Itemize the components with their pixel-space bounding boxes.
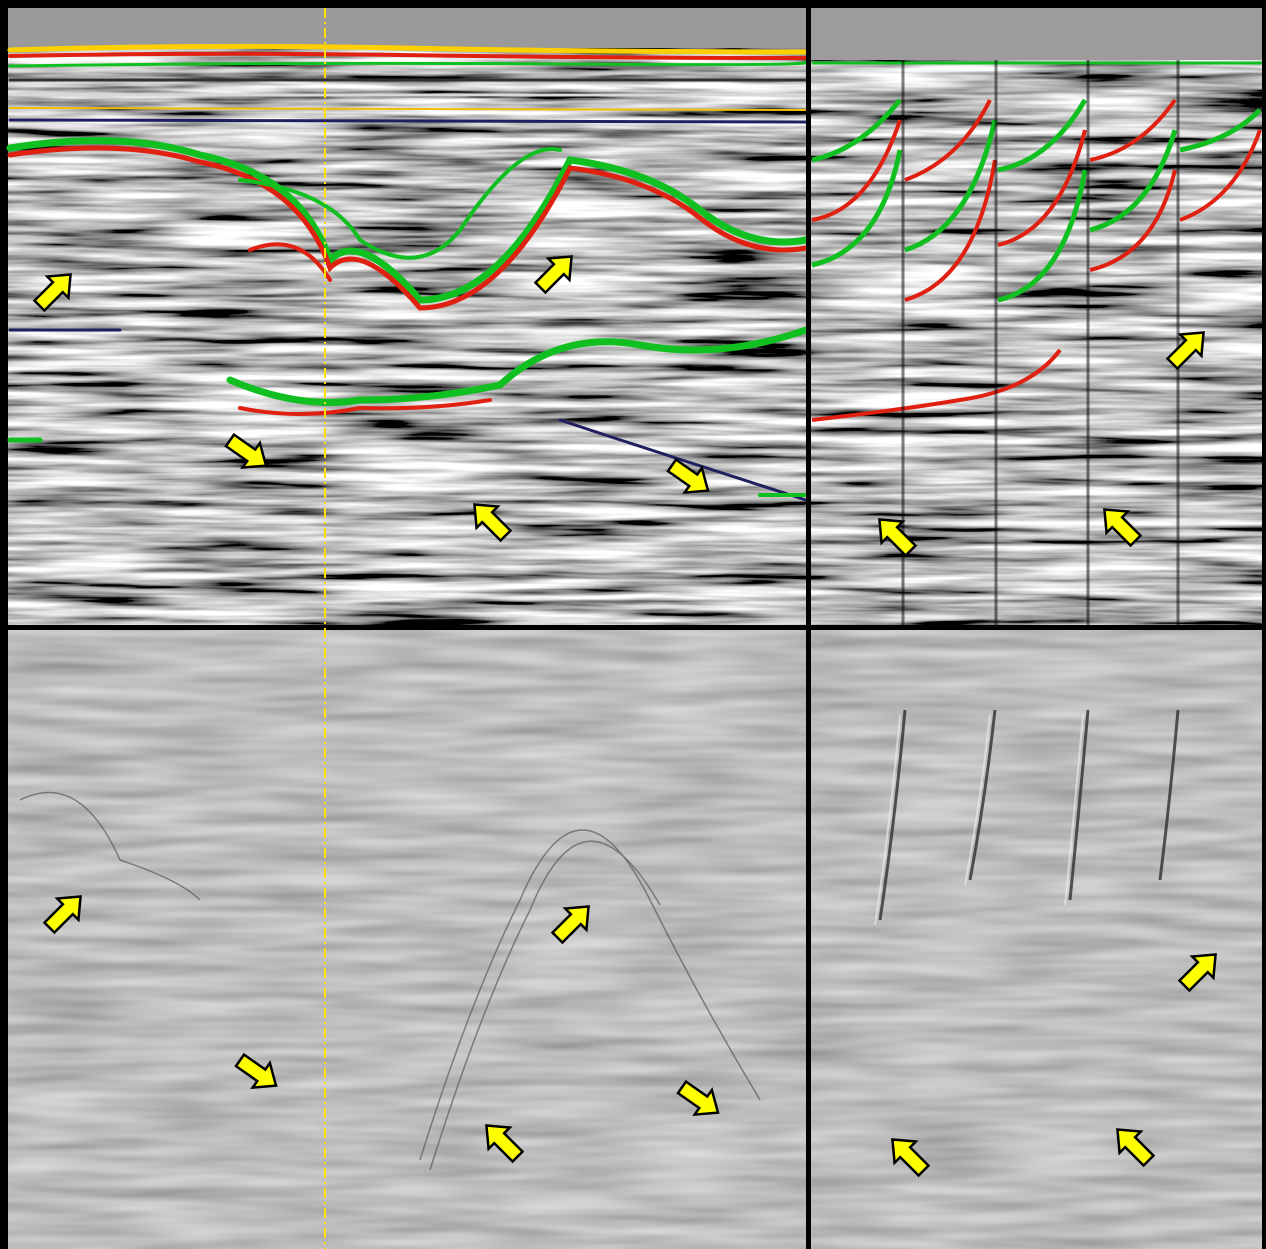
page: {}: [0, 0, 1266, 1249]
panel-top-left: [8, 8, 807, 625]
panel-bottom-left: [8, 630, 806, 1249]
panel-bottom-right: [810, 630, 1262, 1249]
divider-horizontal: [0, 625, 1266, 630]
divider-vertical: [806, 0, 811, 1249]
panel-top-right: [810, 8, 1262, 625]
seismic-figure: [0, 0, 1266, 1249]
